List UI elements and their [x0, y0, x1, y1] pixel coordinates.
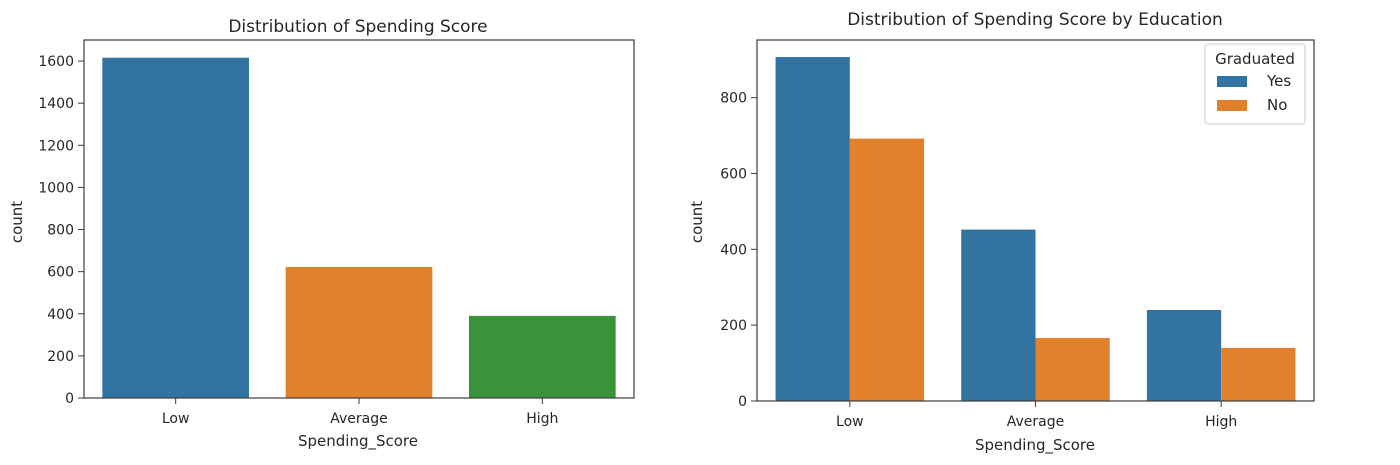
- bars: [102, 57, 616, 398]
- legend: Graduated Yes No: [1204, 43, 1306, 125]
- y-ticks: 0 200 400 600 800: [720, 91, 757, 410]
- y-ticks: 0 200 400 600 800 1000 1200 1400 1600: [38, 54, 84, 407]
- y-tick-label: 0: [65, 391, 74, 407]
- bar-high-yes: [1146, 309, 1222, 401]
- y-tick-label: 400: [47, 307, 74, 323]
- bar-high: [469, 315, 616, 398]
- chart-spending-score-by-education: Distribution of Spending Score by Educat…: [688, 10, 1315, 455]
- x-ticks: Low Average High: [836, 401, 1237, 430]
- y-tick-label: 400: [720, 242, 747, 258]
- y-tick-label: 200: [47, 349, 74, 365]
- x-tick-label: Low: [162, 411, 190, 427]
- chart-spending-score: Distribution of Spending Score Spending_…: [8, 17, 635, 451]
- plot-frame: [756, 39, 1315, 402]
- chart-title: Distribution of Spending Score: [228, 17, 487, 37]
- plot-frame: [83, 39, 635, 399]
- y-tick-label: 0: [738, 394, 747, 410]
- legend-swatch-no: [1217, 100, 1247, 111]
- bar-average: [285, 267, 433, 398]
- y-tick-label: 600: [720, 166, 747, 182]
- bar-average-yes: [961, 229, 1036, 401]
- x-tick-label: High: [1205, 414, 1237, 430]
- legend-title: Graduated: [1215, 50, 1295, 68]
- x-tick-label: Average: [1007, 414, 1065, 430]
- legend-label-no: No: [1267, 96, 1287, 114]
- y-tick-label: 1600: [38, 54, 74, 70]
- y-tick-label: 1400: [38, 96, 74, 112]
- y-tick-label: 800: [47, 223, 74, 239]
- bar-high-no: [1221, 347, 1296, 401]
- y-tick-label: 600: [47, 265, 74, 281]
- legend-label-yes: Yes: [1266, 72, 1291, 90]
- bar-average-no: [1035, 338, 1110, 401]
- x-ticks: Low Average High: [162, 398, 558, 427]
- x-axis-label: Spending_Score: [298, 432, 418, 451]
- y-tick-label: 1000: [38, 180, 74, 196]
- chart-title: Distribution of Spending Score by Educat…: [847, 10, 1223, 30]
- y-axis-label: count: [8, 201, 26, 243]
- x-axis-label: Spending_Score: [975, 436, 1095, 455]
- y-tick-label: 1200: [38, 138, 74, 154]
- bars: [775, 57, 1296, 401]
- x-tick-label: Average: [330, 411, 388, 427]
- bar-low: [102, 57, 249, 398]
- legend-swatch-yes: [1217, 76, 1247, 87]
- bar-low-yes: [775, 57, 850, 401]
- x-tick-label: High: [526, 411, 558, 427]
- y-tick-label: 200: [720, 318, 747, 334]
- y-axis-label: count: [688, 201, 706, 243]
- bar-low-no: [849, 138, 925, 401]
- y-tick-label: 800: [720, 91, 747, 107]
- x-tick-label: Low: [836, 414, 864, 430]
